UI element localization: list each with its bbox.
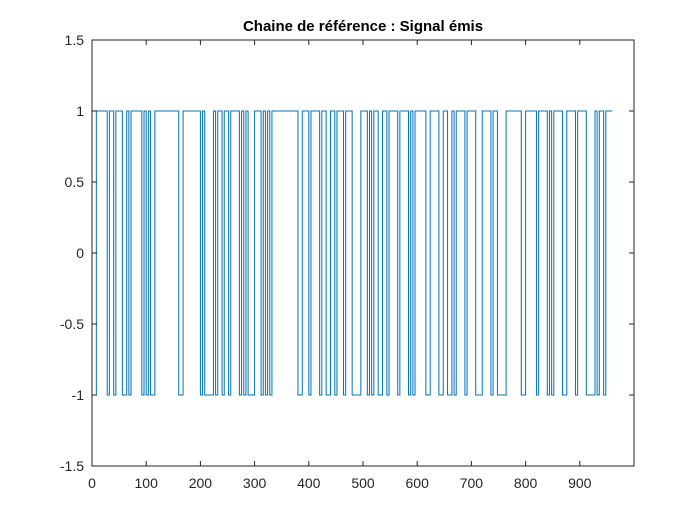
- y-tick-label: -1: [72, 387, 85, 403]
- series-layer: [92, 110, 613, 396]
- x-tick-label: 200: [189, 475, 213, 491]
- series-line: [92, 110, 613, 396]
- y-tick-label: 1: [76, 103, 84, 119]
- x-tick-label: 400: [297, 475, 321, 491]
- x-tick-label: 800: [514, 475, 538, 491]
- axes-box: [91, 39, 635, 467]
- x-axis: 0 100 200 300 400 500 600 700 800 900: [88, 40, 592, 491]
- x-tick-label: 300: [243, 475, 267, 491]
- x-tick-label: 500: [351, 475, 375, 491]
- plot-area: [91, 39, 635, 467]
- chart-title: Chaine de référence : Signal émis: [243, 18, 483, 35]
- y-tick-label: -0.5: [60, 316, 84, 332]
- x-tick-label: 700: [460, 475, 484, 491]
- y-tick-label: -1.5: [60, 458, 84, 474]
- x-tick-label: 0: [88, 475, 96, 491]
- y-tick-label: 0: [76, 245, 84, 261]
- x-tick-label: 100: [135, 475, 159, 491]
- y-tick-label: 1.5: [65, 32, 85, 48]
- x-tick-label: 600: [406, 475, 430, 491]
- x-tick-label: 900: [568, 475, 592, 491]
- y-tick-label: 0.5: [65, 174, 85, 190]
- y-axis: -1.5 -1 -0.5 0 0.5 1 1.5: [60, 32, 634, 474]
